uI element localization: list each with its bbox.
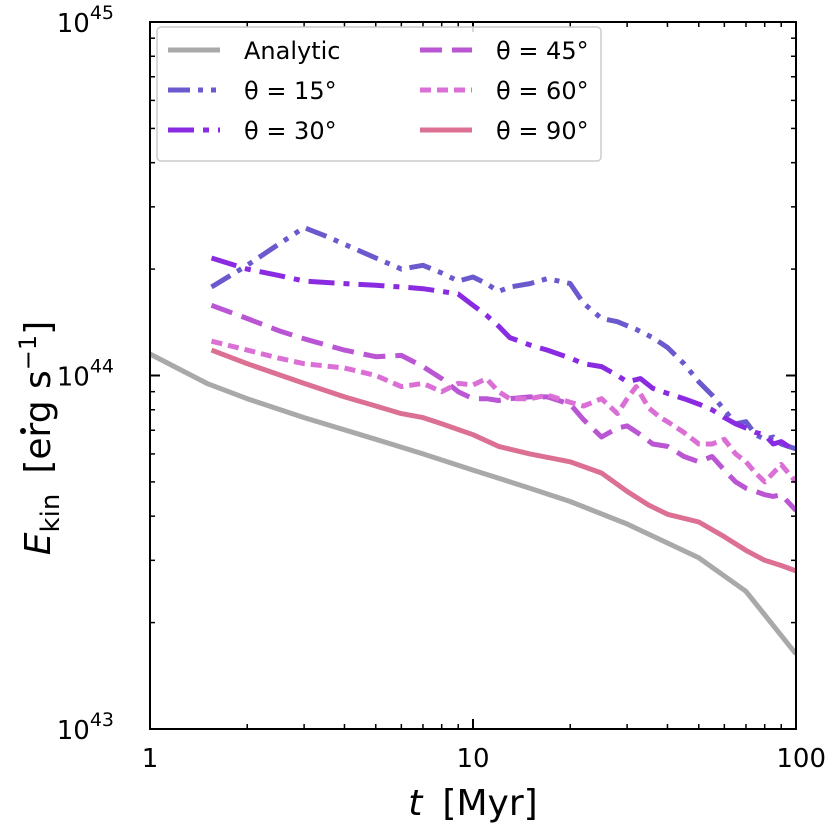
y-axis-unit-open: [erg s	[18, 370, 59, 473]
y-axis-unit-close: ]	[18, 321, 59, 335]
y-tick-exponent: 45	[90, 2, 114, 24]
y-tick-exponent: 43	[90, 709, 114, 731]
series-line-theta=90	[210, 347, 796, 574]
series-line-theta=60	[210, 338, 796, 485]
legend-items: Analytic θ = 15° θ = 30° θ = 45° θ = 60° θ = …	[168, 37, 589, 145]
y-axis-dot-accent	[20, 428, 26, 434]
x-axis-label: t [Myr]	[408, 783, 537, 824]
x-tick-label: 1	[142, 744, 159, 774]
legend: Analytic θ = 15° θ = 30° θ = 45° θ = 60° θ = …	[156, 26, 602, 162]
legend-label-theta=45: θ = 45°	[496, 37, 589, 65]
y-axis-label: Ekin [erg s−1]	[14, 321, 66, 555]
y-tick-base: 10	[57, 716, 90, 746]
y-axis-variable: E	[18, 532, 59, 555]
y-axis-unit-exponent: −1	[14, 335, 42, 370]
legend-box	[156, 26, 602, 162]
y-tick-base: 10	[57, 9, 90, 39]
y-axis-subscript: kin	[36, 494, 66, 533]
y-tick-exponent: 44	[90, 356, 114, 378]
legend-label-Analytic: Analytic	[244, 37, 340, 65]
y-tick-label: 1043	[57, 709, 114, 746]
series-line-theta=30	[210, 255, 796, 454]
series-line-Analytic	[150, 351, 796, 656]
x-axis-variable: t	[408, 783, 424, 824]
legend-label-theta=15: θ = 15°	[244, 77, 337, 105]
x-tick-label: 100	[776, 744, 826, 774]
x-axis-unit: [Myr]	[442, 783, 537, 824]
series-line-theta=45	[210, 302, 796, 513]
series-layer	[150, 225, 796, 656]
legend-label-theta=60: θ = 60°	[496, 77, 589, 105]
legend-label-theta=90: θ = 90°	[496, 117, 589, 145]
y-tick-base: 10	[57, 363, 90, 393]
x-tick-label: 10	[456, 744, 489, 774]
y-tick-label: 1044	[57, 356, 114, 393]
y-tick-label: 1045	[57, 2, 114, 39]
legend-label-theta=30: θ = 30°	[244, 117, 337, 145]
